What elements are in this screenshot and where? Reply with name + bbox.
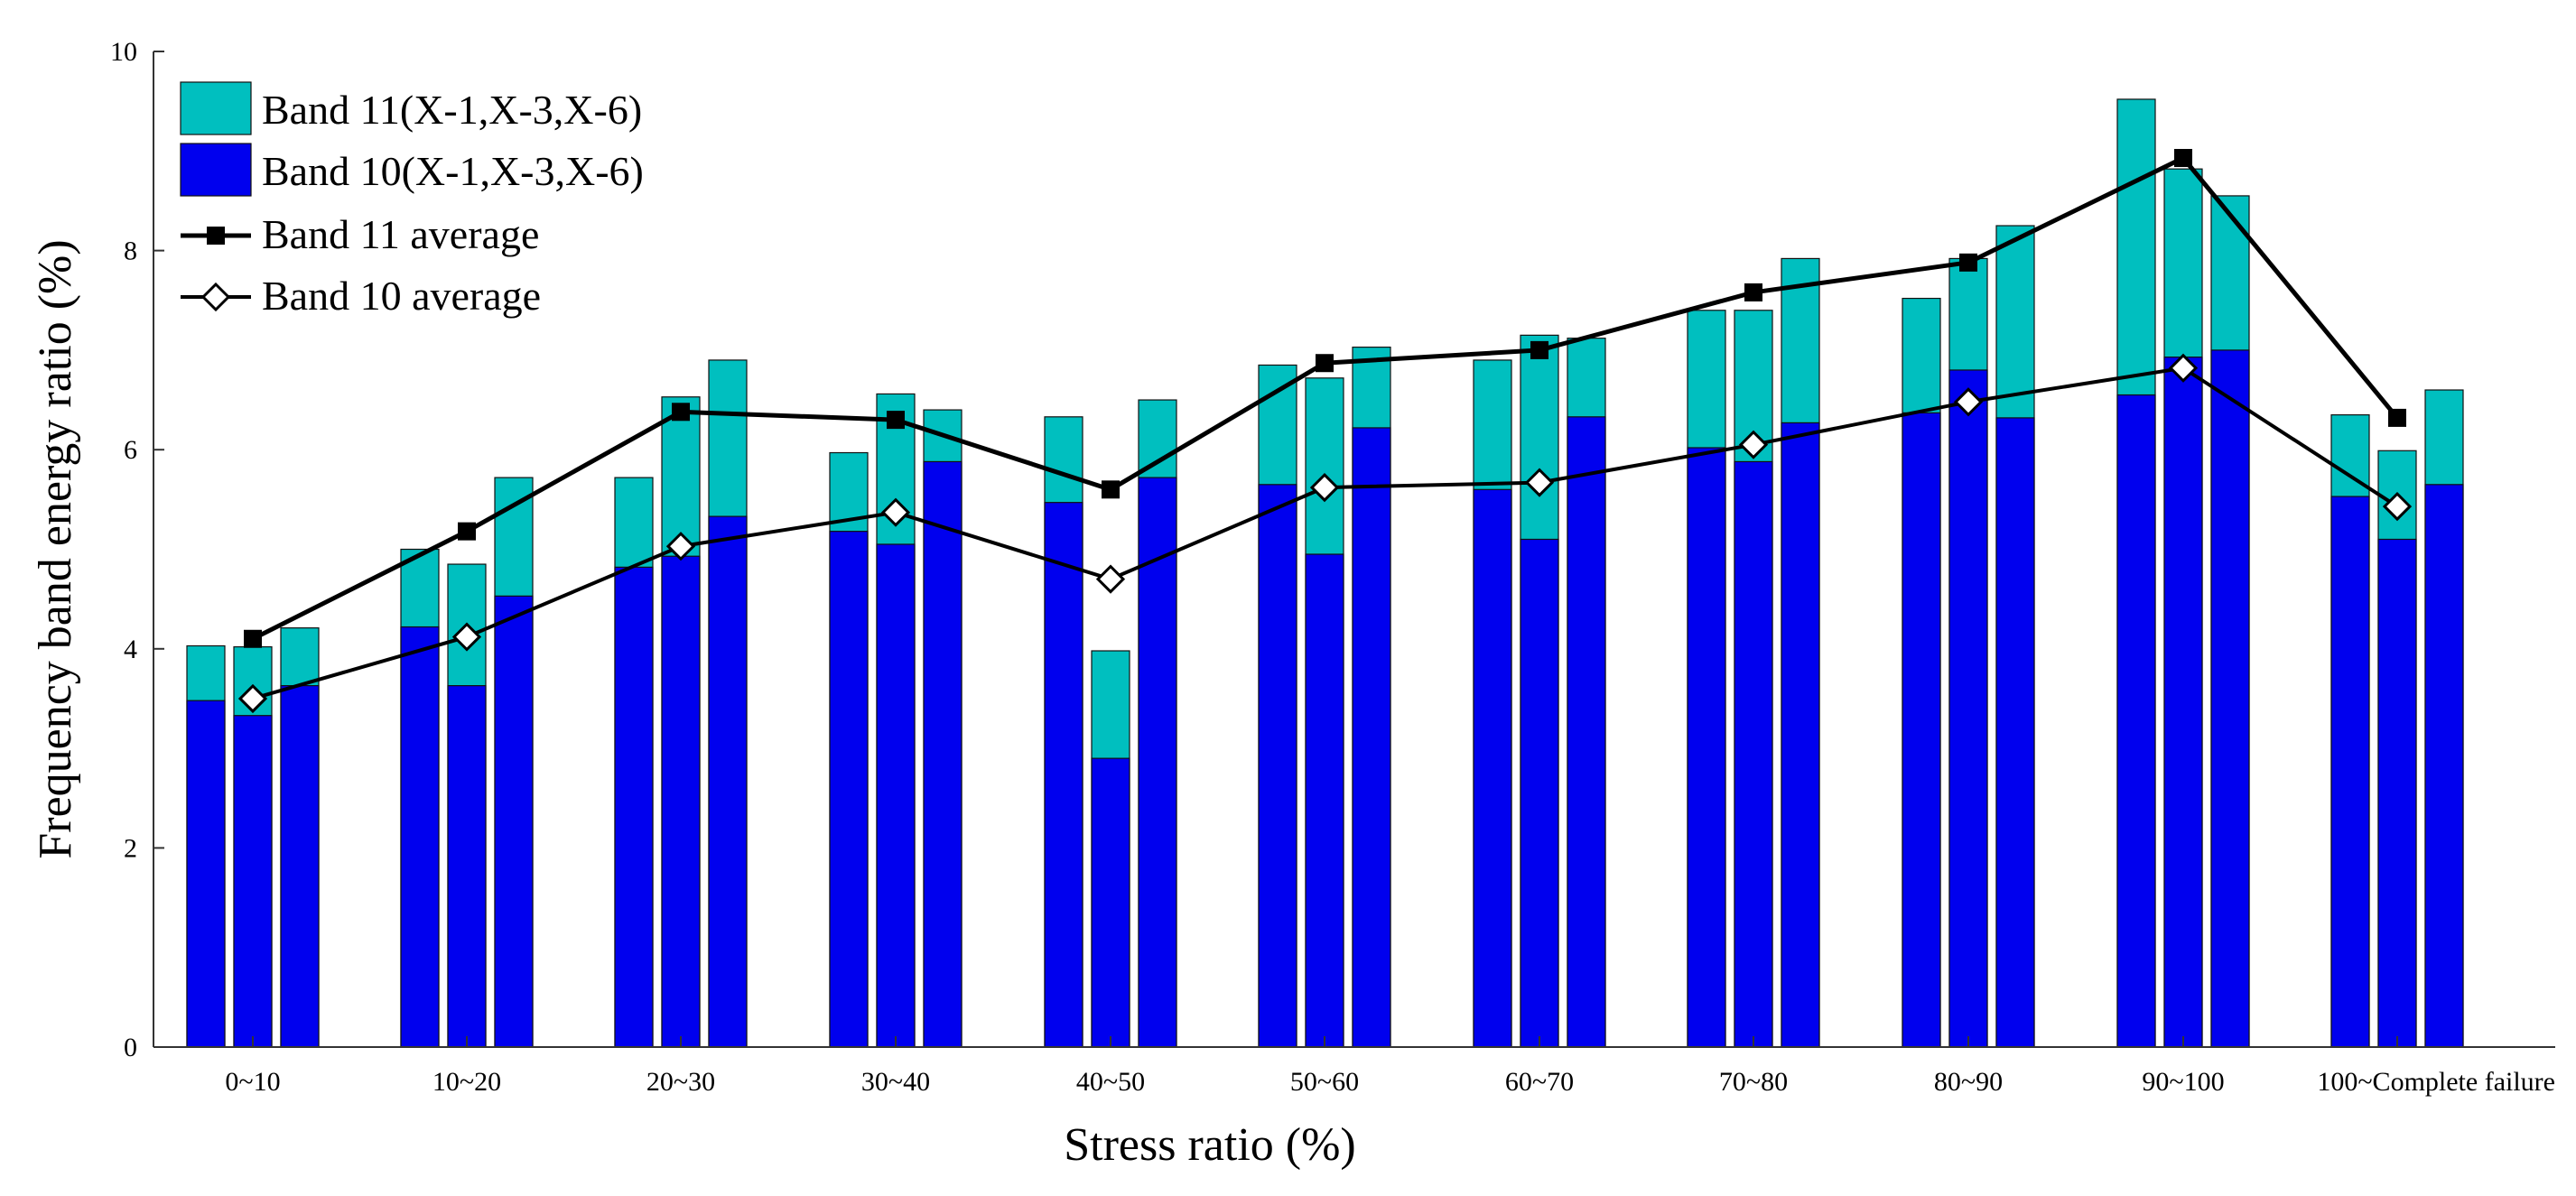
x-tick-label-30~40: 30~40 — [861, 1067, 930, 1097]
marker-band10-avg-90~100 — [2168, 353, 2199, 383]
x-tick-label-20~30: 20~30 — [646, 1067, 715, 1097]
legend-label-band11-average: Band 11 average — [262, 211, 539, 257]
marker-band11-avg-100~Complete failure — [2388, 408, 2406, 427]
bar-band10-100~Complete failure-X-6 — [2424, 484, 2464, 1048]
y-tick-label-4: 4 — [124, 635, 137, 664]
bar-band10-20~30-X-6 — [708, 515, 748, 1048]
legend-swatch-band11 — [180, 81, 252, 135]
bar-band10-10~20-X-1 — [400, 626, 440, 1048]
bar-band10-80~90-X-1 — [1902, 412, 1941, 1048]
bar-band10-30~40-X-1 — [829, 531, 869, 1048]
y-tick-label-6: 6 — [124, 435, 137, 465]
marker-band10-avg-40~50 — [1095, 564, 1126, 594]
bar-band10-40~50-X-6 — [1138, 477, 1177, 1048]
x-tick-label-50~60: 50~60 — [1290, 1067, 1359, 1097]
marker-band10-avg-60~70 — [1524, 468, 1555, 497]
bar-band10-10~20-X-3 — [447, 685, 487, 1048]
marker-band11-avg-60~70 — [1530, 340, 1548, 359]
bar-band10-80~90-X-3 — [1948, 369, 1988, 1048]
marker-band11-avg-40~50 — [1102, 480, 1120, 499]
marker-band11-avg-80~90 — [1959, 253, 1977, 272]
bar-band10-90~100-X-1 — [2116, 394, 2156, 1048]
bar-band10-70~80-X-1 — [1687, 447, 1726, 1048]
x-tick-label-60~70: 60~70 — [1505, 1067, 1574, 1097]
marker-band11-avg-70~80 — [1744, 283, 1762, 301]
legend: Band 11(X-1,X-3,X-6) Band 10(X-1,X-3,X-6)… — [180, 81, 644, 319]
legend-label-band10-average: Band 10 average — [262, 273, 541, 319]
y-tick-label-0: 0 — [124, 1033, 137, 1062]
bar-band10-100~Complete failure-X-1 — [2330, 496, 2370, 1048]
bar-band10-90~100-X-3 — [2163, 357, 2203, 1048]
legend-marker-diamond — [200, 282, 231, 312]
legend-marker-square — [207, 227, 225, 245]
x-axis-title: Stress ratio (%) — [1064, 1119, 1355, 1171]
bar-band10-50~60-X-3 — [1305, 553, 1344, 1048]
ticks-layer: 0 2 4 6 8 10 0~10 10~20 20~30 30~40 40~50 50~60 60~7… — [110, 37, 2555, 1097]
bar-band10-60~70-X-6 — [1567, 416, 1606, 1048]
bars-layer — [186, 98, 2464, 1048]
axes-layer — [153, 51, 2555, 1048]
legend-label-band11: Band 11(X-1,X-3,X-6) — [262, 87, 642, 133]
bar-band10-80~90-X-6 — [1995, 417, 2035, 1048]
bar-band10-20~30-X-3 — [661, 555, 701, 1048]
bar-band10-60~70-X-1 — [1473, 488, 1512, 1048]
bar-band10-70~80-X-3 — [1734, 460, 1773, 1048]
bar-band10-60~70-X-3 — [1520, 538, 1559, 1048]
bar-band10-0~10-X-3 — [233, 715, 273, 1048]
bar-band10-40~50-X-1 — [1044, 502, 1083, 1048]
marker-band10-avg-0~10 — [237, 683, 268, 714]
marker-band10-avg-100~Complete failure — [2382, 491, 2413, 522]
marker-band11-avg-90~100 — [2174, 149, 2192, 168]
bar-band10-50~60-X-1 — [1258, 484, 1297, 1048]
bar-band10-90~100-X-6 — [2210, 349, 2250, 1048]
x-tick-label-40~50: 40~50 — [1076, 1067, 1145, 1097]
x-tick-label-80~90: 80~90 — [1934, 1067, 2003, 1097]
bar-band10-40~50-X-3 — [1091, 757, 1130, 1048]
bar-band10-30~40-X-6 — [923, 460, 963, 1048]
bar-band10-100~Complete failure-X-3 — [2377, 538, 2417, 1048]
marker-band10-avg-10~20 — [451, 622, 482, 652]
marker-band10-avg-70~80 — [1738, 430, 1769, 459]
x-tick-label-0~10: 0~10 — [225, 1067, 280, 1097]
x-tick-label-70~80: 70~80 — [1719, 1067, 1788, 1097]
x-tick-label-90~100: 90~100 — [2142, 1067, 2224, 1097]
marker-band11-avg-0~10 — [244, 629, 262, 648]
bar-band10-20~30-X-1 — [614, 566, 654, 1048]
x-tick-label-100~Complete failure: 100~Complete failure — [2317, 1067, 2555, 1097]
y-axis-title: Frequency band energy ratio (%) — [30, 239, 81, 858]
y-tick-label-2: 2 — [124, 833, 137, 863]
x-tick-label-10~20: 10~20 — [432, 1067, 501, 1097]
marker-band11-avg-10~20 — [458, 522, 476, 541]
bar-band10-0~10-X-6 — [280, 685, 320, 1048]
marker-band11-avg-30~40 — [887, 411, 905, 430]
marker-band10-avg-80~90 — [1953, 387, 1984, 417]
marker-band11-avg-20~30 — [672, 403, 690, 422]
bar-band10-70~80-X-6 — [1781, 422, 1820, 1048]
bar-band10-30~40-X-3 — [876, 543, 916, 1048]
legend-swatch-band10 — [180, 143, 252, 197]
legend-label-band10: Band 10(X-1,X-3,X-6) — [262, 148, 644, 194]
y-tick-label-8: 8 — [124, 236, 137, 266]
marker-band10-avg-30~40 — [880, 497, 911, 527]
bar-band10-0~10-X-1 — [186, 700, 226, 1048]
lines-layer — [237, 149, 2413, 714]
y-tick-label-10: 10 — [110, 37, 137, 67]
marker-band10-avg-50~60 — [1309, 472, 1340, 503]
bar-band10-50~60-X-6 — [1352, 427, 1391, 1048]
bar-band10-10~20-X-6 — [494, 595, 534, 1048]
marker-band10-avg-20~30 — [665, 532, 696, 561]
marker-band11-avg-50~60 — [1316, 354, 1334, 373]
